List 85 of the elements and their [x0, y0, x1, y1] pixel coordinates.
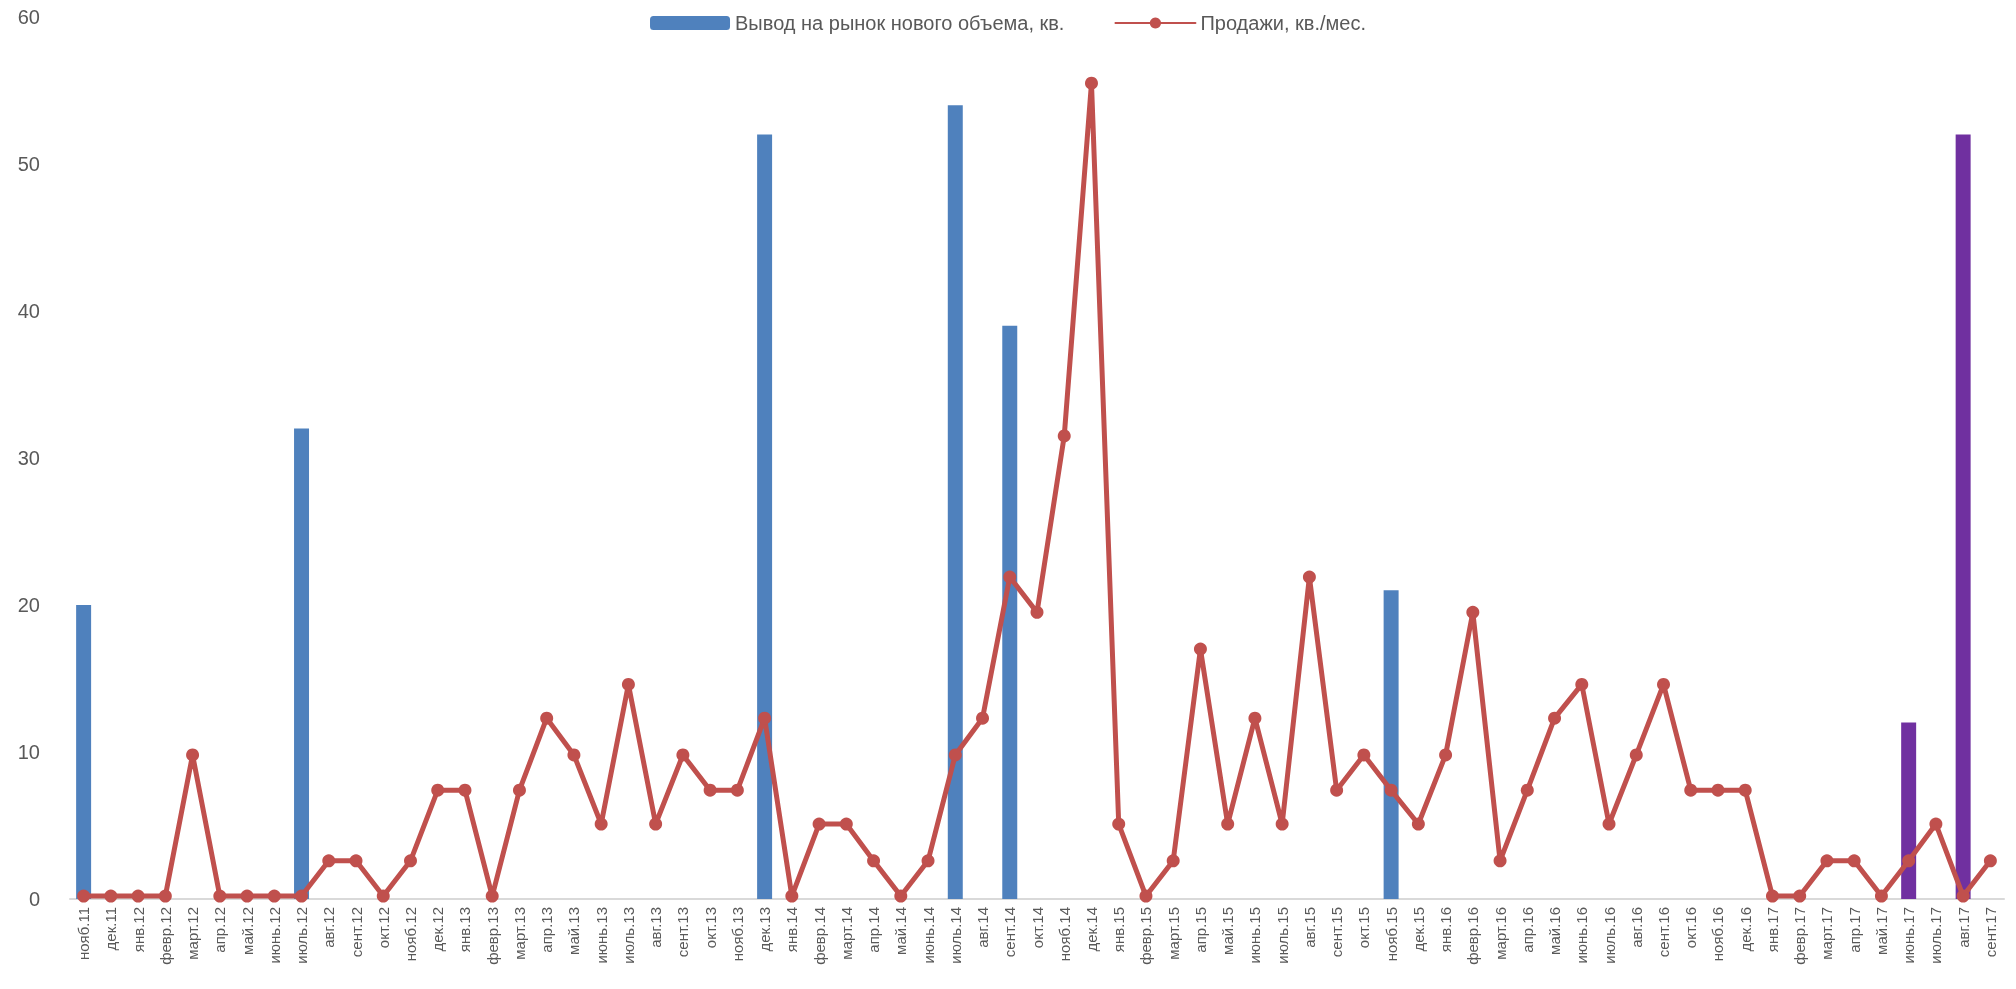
x-tick-label: май.14: [892, 907, 910, 955]
bar: [947, 105, 963, 899]
bar: [1901, 722, 1917, 899]
y-tick-label: 30: [17, 447, 40, 469]
x-tick-label: май.13: [565, 907, 583, 955]
x-tick-label: апр.17: [1845, 907, 1863, 953]
x-tick-label: янв.15: [1110, 907, 1128, 953]
x-tick-label: янв.12: [129, 907, 147, 953]
x-tick-label: окт.16: [1682, 907, 1700, 949]
y-tick-label: 20: [17, 594, 40, 616]
y-tick-label: 50: [17, 153, 40, 175]
x-tick-label: июнь.14: [919, 907, 937, 964]
x-tick-label: февр.13: [483, 907, 501, 965]
x-tick-label: июль.16: [1600, 907, 1618, 964]
x-tick-label: март.12: [184, 907, 202, 960]
x-tick-label: нояб.12: [401, 907, 419, 962]
x-tick-label: янв.14: [783, 907, 801, 953]
x-tick-label: май.12: [238, 907, 256, 955]
x-tick-label: февр.17: [1791, 907, 1809, 965]
x-tick-label: февр.16: [1464, 907, 1482, 965]
x-tick-label: сент.14: [1001, 907, 1019, 958]
x-tick-label: май.17: [1872, 907, 1890, 955]
y-tick-label: 10: [17, 741, 40, 763]
x-tick-label: авг.16: [1627, 907, 1645, 948]
x-tick-label: авг.17: [1954, 907, 1972, 948]
x-tick-label: дек.12: [429, 907, 447, 952]
x-tick-label: дек.13: [756, 907, 774, 952]
x-tick-label: апр.16: [1518, 907, 1536, 953]
x-tick-label: нояб.14: [1055, 907, 1073, 962]
bar: [757, 134, 773, 899]
x-tick-label: дек.14: [1082, 907, 1100, 952]
x-tick-label: март.13: [510, 907, 528, 960]
x-tick-label: март.17: [1818, 907, 1836, 960]
x-tick-label: апр.15: [1191, 907, 1209, 953]
x-tick-label: май.15: [1219, 907, 1237, 955]
y-tick-label: 40: [17, 300, 40, 322]
x-tick-label: авг.14: [974, 907, 992, 948]
x-tick-label: дек.11: [102, 907, 120, 951]
x-tick-label: февр.12: [156, 907, 174, 965]
x-tick-label: июнь.15: [1246, 907, 1264, 964]
x-tick-label: сент.16: [1655, 907, 1673, 958]
x-tick-label: авг.13: [647, 907, 665, 948]
bar: [1002, 325, 1018, 899]
x-tick-label: дек.16: [1736, 907, 1754, 952]
legend-label: Вывод на рынок нового объема, кв.: [735, 12, 1065, 34]
x-tick-label: март.15: [1164, 907, 1182, 960]
x-tick-label: янв.13: [456, 907, 474, 953]
x-tick-label: авг.15: [1300, 907, 1318, 948]
x-tick-label: июль.13: [619, 907, 637, 964]
x-tick-label: апр.12: [211, 907, 229, 953]
x-tick-label: апр.14: [865, 907, 883, 953]
x-tick-label: авг.12: [320, 907, 338, 948]
x-tick-label: сент.12: [347, 907, 365, 958]
x-tick-label: окт.13: [701, 907, 719, 949]
bar: [1383, 590, 1399, 899]
x-tick-label: февр.15: [1137, 907, 1155, 965]
x-tick-label: июнь.12: [265, 907, 283, 964]
x-tick-label: нояб.13: [728, 907, 746, 962]
x-tick-label: нояб.16: [1709, 907, 1727, 962]
x-tick-label: май.16: [1546, 907, 1564, 955]
x-tick-label: нояб.15: [1382, 907, 1400, 962]
x-tick-label: сент.13: [674, 907, 692, 958]
x-tick-label: июль.17: [1927, 907, 1945, 964]
x-tick-label: июнь.13: [592, 907, 610, 964]
x-tick-label: март.14: [837, 907, 855, 960]
x-tick-label: март.16: [1491, 907, 1509, 960]
x-tick-label: янв.16: [1437, 907, 1455, 953]
x-tick-label: июль.12: [293, 907, 311, 964]
x-tick-label: сент.17: [1981, 907, 1999, 958]
x-tick-label: февр.14: [810, 907, 828, 965]
y-tick-label: 0: [28, 888, 40, 910]
x-tick-label: окт.14: [1028, 907, 1046, 949]
x-tick-label: июнь.16: [1573, 907, 1591, 964]
x-tick-label: янв.17: [1763, 907, 1781, 953]
x-tick-label: июль.15: [1273, 907, 1291, 964]
x-tick-label: окт.12: [374, 907, 392, 949]
x-tick-label: нояб.11: [75, 907, 93, 961]
x-tick-label: окт.15: [1355, 907, 1373, 949]
y-tick-label: 60: [17, 6, 40, 28]
x-tick-label: сент.15: [1328, 907, 1346, 958]
legend-label: Продажи, кв./мес.: [1200, 12, 1366, 34]
x-tick-label: июнь.17: [1900, 907, 1918, 964]
x-tick-label: дек.15: [1409, 907, 1427, 952]
x-tick-label: апр.13: [538, 907, 556, 953]
x-tick-label: июль.14: [946, 907, 964, 964]
